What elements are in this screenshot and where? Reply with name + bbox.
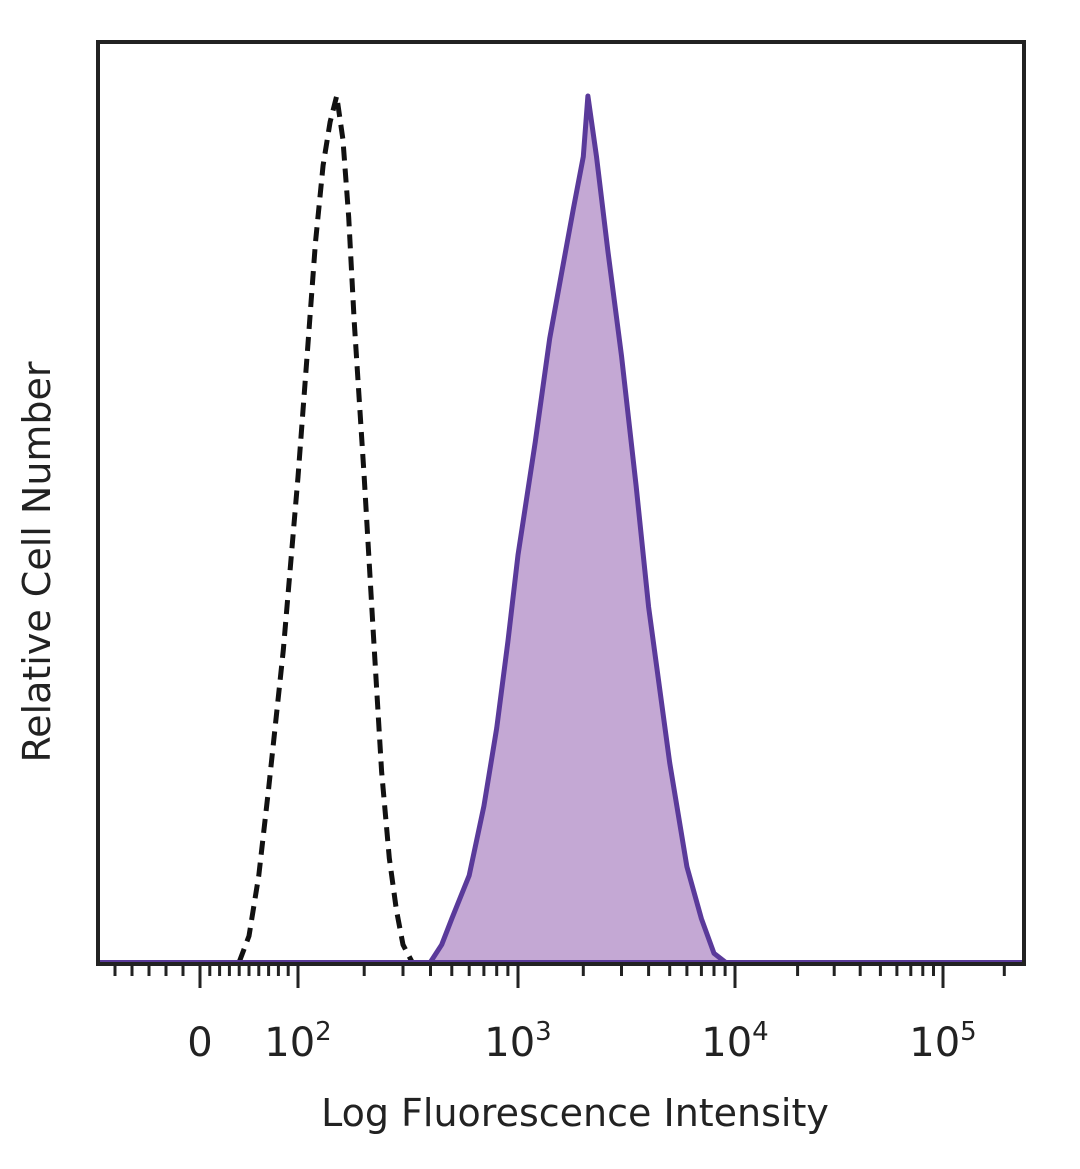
x-axis-title: Log Fluorescence Intensity bbox=[321, 1091, 829, 1135]
label-layer: 0 102 103 104 105 bbox=[187, 1017, 976, 1066]
x-tick-label: 104 bbox=[701, 1017, 768, 1066]
plot-frame bbox=[96, 40, 1026, 966]
x-tick-label: 0 bbox=[187, 1020, 212, 1066]
series-1-line bbox=[236, 93, 415, 964]
series-2-area bbox=[430, 96, 726, 962]
x-tick-label: 102 bbox=[264, 1017, 331, 1066]
tick-layer bbox=[113, 962, 1006, 988]
y-axis-title: Relative Cell Number bbox=[15, 361, 59, 762]
series-2-line bbox=[428, 93, 727, 964]
x-tick-label: 105 bbox=[909, 1017, 976, 1066]
x-tick-label: 103 bbox=[484, 1017, 551, 1066]
series-layer bbox=[98, 93, 1024, 964]
